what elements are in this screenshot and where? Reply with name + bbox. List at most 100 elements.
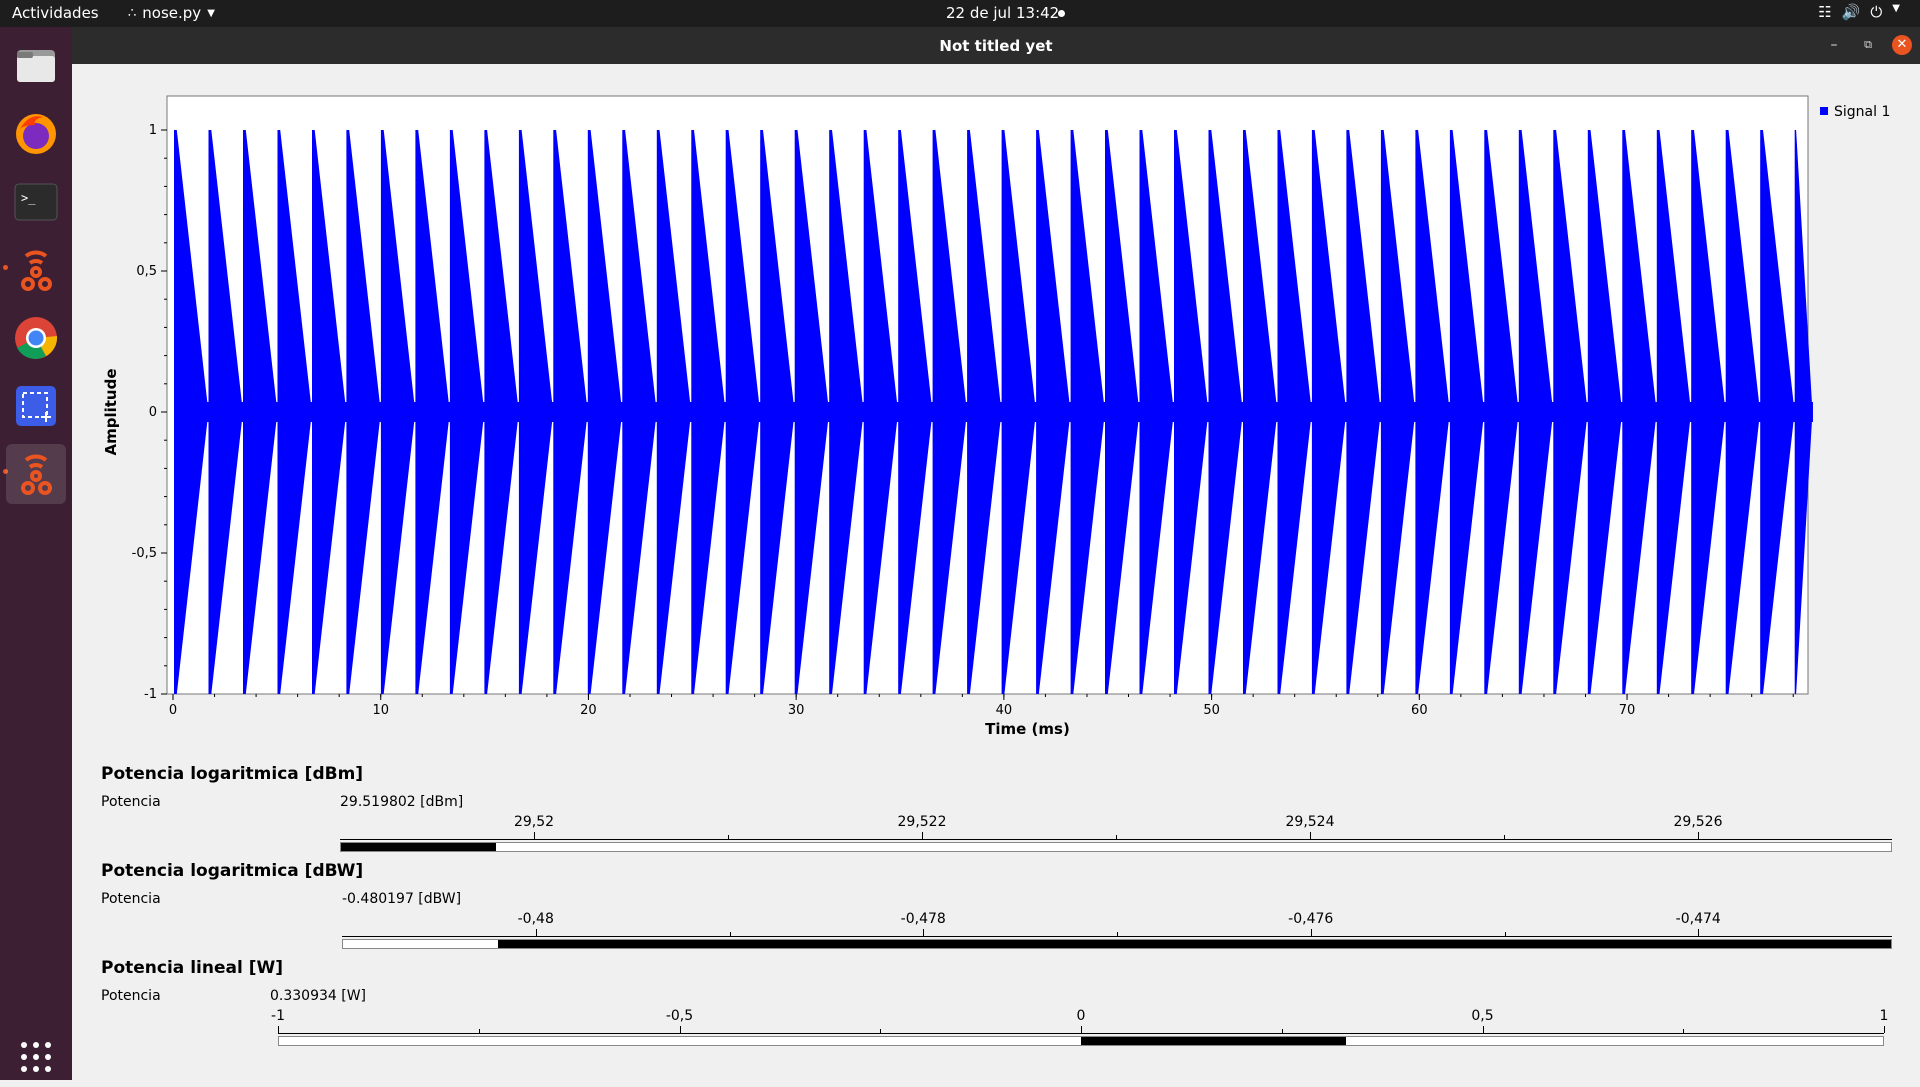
gauge-major-tick xyxy=(1310,832,1311,839)
gauge-tick-label: 29,526 xyxy=(1673,814,1723,830)
x-tick-label: 40 xyxy=(996,703,1013,718)
gauge-major-tick xyxy=(679,1026,681,1033)
gauge-tick-label: 29,524 xyxy=(1285,814,1335,830)
x-axis-label: Time (ms) xyxy=(985,720,1070,738)
y-tick-label: 0,5 xyxy=(136,264,157,279)
gauge-title: Potencia lineal [W] xyxy=(101,958,283,978)
app-icon: ∴ xyxy=(128,5,137,21)
x-tick-label: 0 xyxy=(169,703,177,718)
terminal-icon[interactable]: >_ xyxy=(6,172,66,232)
gauge-tick-label: -0,476 xyxy=(1288,911,1334,927)
y-tick-label: -1 xyxy=(144,687,157,702)
restore-icon[interactable]: ⧉ xyxy=(1864,38,1872,51)
network-icon: ☷ xyxy=(1818,3,1832,21)
window-title: Not titled yet xyxy=(939,37,1053,55)
y-axis-label: Amplitude xyxy=(102,368,120,455)
gauge-tick-label: -0,474 xyxy=(1675,911,1721,927)
gauge-tick-label: 0 xyxy=(1076,1008,1086,1024)
gauge-minor-tick xyxy=(478,1029,480,1033)
y-tick-label: -0,5 xyxy=(132,546,157,561)
gauge-major-tick xyxy=(535,929,537,936)
gauge-axis xyxy=(340,839,1892,840)
gauge-major-tick xyxy=(1698,832,1699,839)
gauge-minor-tick xyxy=(1683,1029,1685,1033)
legend-swatch xyxy=(1820,107,1828,115)
gauge-minor-tick xyxy=(880,1029,882,1033)
gauge-major-tick xyxy=(1698,929,1700,936)
gauge-value: -0.480197 [dBW] xyxy=(342,891,462,907)
clock[interactable]: 22 de jul 13:42 xyxy=(946,4,1060,22)
files-icon[interactable] xyxy=(6,36,66,96)
y-tick-label: 0 xyxy=(149,405,157,420)
chevron-down-icon: ▼ xyxy=(1892,3,1900,14)
gauge-major-tick xyxy=(1310,929,1312,936)
x-tick-label: 50 xyxy=(1203,703,1220,718)
gauge-axis xyxy=(278,1033,1884,1034)
gauge-tick-label: 1 xyxy=(1879,1008,1889,1024)
system-tray[interactable]: ☷ 🔊 ⏻ ▼ xyxy=(1818,3,1900,21)
volume-icon: 🔊 xyxy=(1841,3,1861,21)
gauge-minor-tick xyxy=(729,932,731,936)
gauge-minor-tick xyxy=(1504,932,1506,936)
gnuradio-active-icon[interactable] xyxy=(6,444,66,504)
x-tick-label: 30 xyxy=(788,703,805,718)
gauge-minor-tick xyxy=(728,835,729,839)
gauge-minor-tick xyxy=(1117,932,1118,936)
top-bar: Actividades ∴ nose.py ▼ 22 de jul 13:42 … xyxy=(0,0,1920,27)
gauge-label: Potencia xyxy=(101,988,161,1004)
gauge-bar[interactable] xyxy=(342,939,1892,949)
gauge-bar-fill xyxy=(1081,1037,1347,1045)
app-menu-label: nose.py xyxy=(142,4,202,22)
app-menu[interactable]: ∴ nose.py ▼ xyxy=(128,4,215,22)
window-content: 1 0,5 0 -0,5 -1 0 10 20 30 40 50 60 70 Time (ms) Ampli… xyxy=(72,64,1920,1080)
gauge-tick-label: -0,478 xyxy=(900,911,946,927)
svg-text:>_: >_ xyxy=(21,191,36,205)
minimize-icon[interactable]: – xyxy=(1830,37,1838,53)
dock: >_ xyxy=(0,27,72,1080)
gauge-major-tick xyxy=(278,1026,279,1033)
activities-button[interactable]: Actividades xyxy=(12,4,99,22)
notification-dot-icon xyxy=(1058,10,1065,17)
gauge-minor-tick xyxy=(1281,1029,1283,1033)
gauge-major-tick xyxy=(1482,1026,1484,1033)
gauge-bar-fill xyxy=(498,940,1891,948)
gauge-tick-label: 0,5 xyxy=(1471,1008,1494,1024)
gauge-major-tick xyxy=(923,929,925,936)
gauge-label: Potencia xyxy=(101,794,161,810)
gauge-tick-label: 29,52 xyxy=(513,814,555,830)
gauge-bar[interactable] xyxy=(340,842,1892,852)
gauge-major-tick xyxy=(534,832,535,839)
x-tick-label: 70 xyxy=(1619,703,1636,718)
chevron-down-icon: ▼ xyxy=(207,7,215,19)
x-tick-label: 60 xyxy=(1411,703,1428,718)
gnuradio-icon[interactable] xyxy=(6,240,66,300)
running-indicator xyxy=(3,469,8,474)
y-tick-label: 1 xyxy=(149,123,157,138)
screenshot-icon[interactable] xyxy=(6,376,66,436)
legend-label: Signal 1 xyxy=(1834,104,1890,120)
gauge-bar[interactable] xyxy=(278,1036,1884,1046)
close-icon[interactable]: ✕ xyxy=(1892,35,1912,55)
running-indicator xyxy=(3,265,8,270)
chrome-icon[interactable] xyxy=(6,308,66,368)
gauge-title: Potencia logaritmica [dBm] xyxy=(101,764,364,784)
firefox-icon[interactable] xyxy=(6,104,66,164)
gauge-title: Potencia logaritmica [dBW] xyxy=(101,861,364,881)
window-titlebar[interactable]: Not titled yet – ⧉ ✕ xyxy=(72,27,1920,64)
gauge-tick-label: 29,522 xyxy=(897,814,947,830)
gauge-tick-label: -1 xyxy=(271,1008,285,1024)
x-tick-label: 20 xyxy=(580,703,597,718)
gauge-bar-fill xyxy=(341,843,497,851)
gauge-minor-tick xyxy=(1116,835,1117,839)
power-icon: ⏻ xyxy=(1870,3,1883,21)
gauge-value: 29.519802 [dBm] xyxy=(340,794,464,810)
gauge-tick-label: -0,5 xyxy=(665,1008,694,1024)
gauge-axis xyxy=(342,936,1892,937)
gauge-value: 0.330934 [W] xyxy=(270,988,367,1004)
gauge-major-tick xyxy=(1884,1026,1885,1033)
time-sink-plot[interactable]: 1 0,5 0 -0,5 -1 0 10 20 30 40 50 60 70 Time (ms) Ampli… xyxy=(72,64,1920,754)
gauge-minor-tick xyxy=(1504,835,1505,839)
app-grid-icon[interactable] xyxy=(6,1027,66,1087)
signal-1-baseband xyxy=(174,402,1813,422)
gauge-tick-label: -0,48 xyxy=(517,911,554,927)
